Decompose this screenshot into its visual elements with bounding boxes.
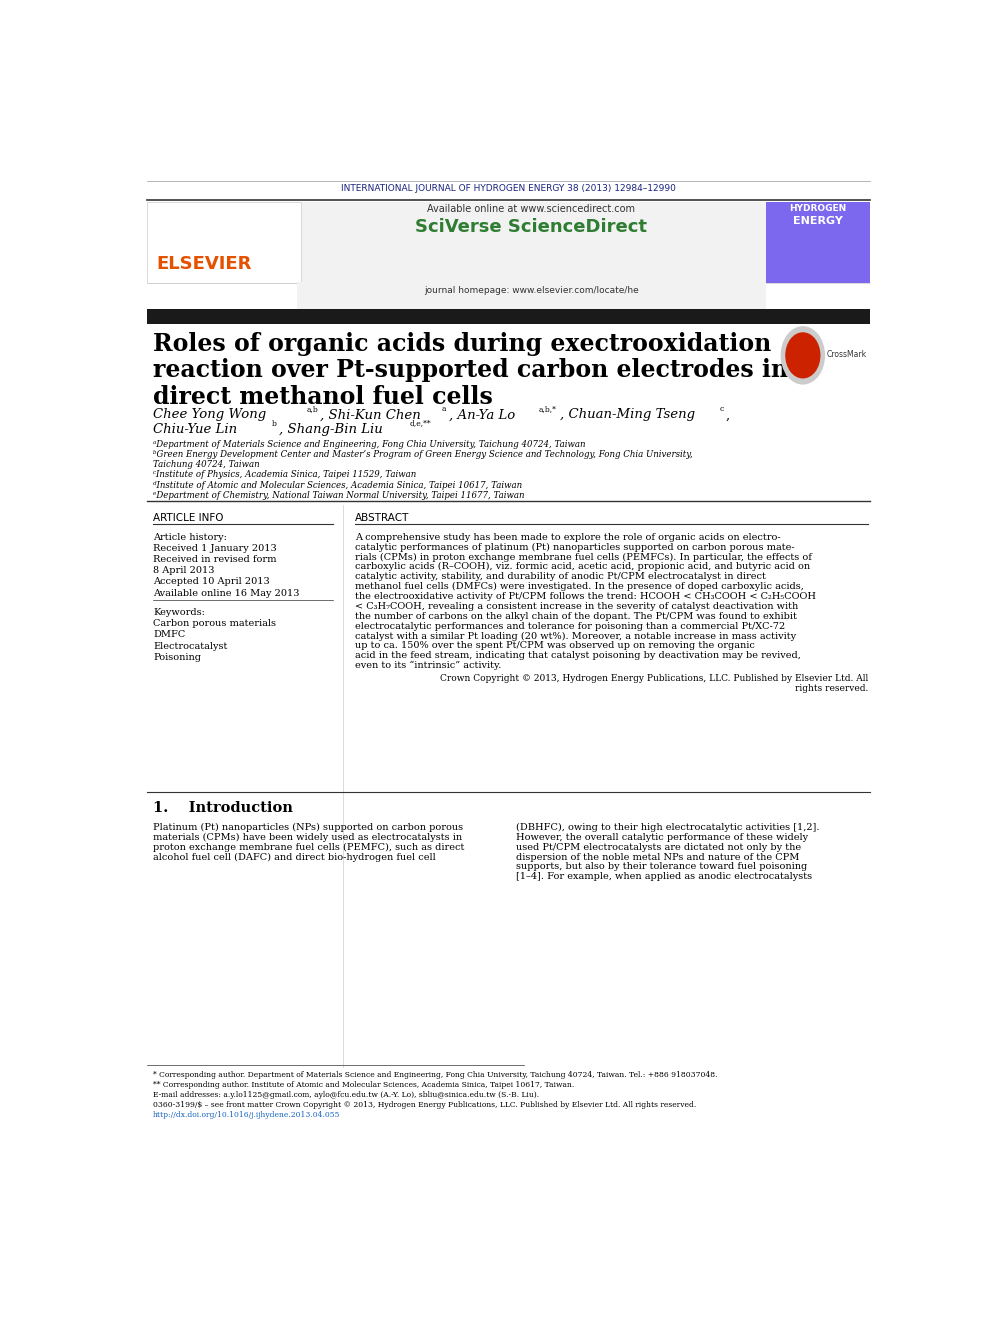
Text: direct methanol fuel cells: direct methanol fuel cells [153,385,493,409]
Text: a: a [441,405,446,413]
Text: 0360-3199/$ – see front matter Crown Copyright © 2013, Hydrogen Energy Publicati: 0360-3199/$ – see front matter Crown Cop… [153,1101,696,1109]
Text: Chiu-Yue Lin: Chiu-Yue Lin [153,422,237,435]
Text: Roles of organic acids during exectrooxidation: Roles of organic acids during exectrooxi… [153,332,772,356]
Text: , Shang-Bin Liu: , Shang-Bin Liu [280,422,383,435]
Text: (DBHFC), owing to their high electrocatalytic activities [1,2].: (DBHFC), owing to their high electrocata… [516,823,819,832]
Text: proton exchange membrane fuel cells (PEMFC), such as direct: proton exchange membrane fuel cells (PEM… [153,843,464,852]
Text: carboxylic acids (R–COOH), viz. formic acid, acetic acid, propionic acid, and bu: carboxylic acids (R–COOH), viz. formic a… [355,562,809,572]
Text: , Chuan-Ming Tseng: , Chuan-Ming Tseng [559,409,695,421]
Text: up to ca. 150% over the spent Pt/CPM was observed up on removing the organic: up to ca. 150% over the spent Pt/CPM was… [355,642,755,651]
Text: c: c [720,405,724,413]
Text: Available online at www.sciencedirect.com: Available online at www.sciencedirect.co… [428,204,636,213]
Text: supports, but also by their tolerance toward fuel poisoning: supports, but also by their tolerance to… [516,863,807,872]
Text: Electrocatalyst: Electrocatalyst [153,642,227,651]
Text: HYDROGEN: HYDROGEN [789,204,846,213]
Text: Taichung 40724, Taiwan: Taichung 40724, Taiwan [153,460,260,470]
Text: rials (CPMs) in proton exchange membrane fuel cells (PEMFCs). In particular, the: rials (CPMs) in proton exchange membrane… [355,553,811,561]
Text: Platinum (Pt) nanoparticles (NPs) supported on carbon porous: Platinum (Pt) nanoparticles (NPs) suppor… [153,823,463,832]
Text: Received in revised form: Received in revised form [153,556,277,564]
Text: rights reserved.: rights reserved. [795,684,868,693]
Text: , Shi-Kun Chen: , Shi-Kun Chen [320,409,421,421]
Text: Available online 16 May 2013: Available online 16 May 2013 [153,589,300,598]
Text: 8 April 2013: 8 April 2013 [153,566,214,576]
Text: used Pt/CPM electrocatalysts are dictated not only by the: used Pt/CPM electrocatalysts are dictate… [516,843,802,852]
Text: a,b: a,b [307,405,318,413]
Text: ᵃDepartment of Materials Science and Engineering, Fong Chia University, Taichung: ᵃDepartment of Materials Science and Eng… [153,441,585,448]
Text: ,: , [725,409,729,421]
Text: ᵈInstitute of Atomic and Molecular Sciences, Academia Sinica, Taipei 10617, Taiw: ᵈInstitute of Atomic and Molecular Scien… [153,480,523,490]
Text: ENERGY: ENERGY [793,216,842,226]
FancyBboxPatch shape [147,308,870,324]
Text: materials (CPMs) have been widely used as electrocatalysts in: materials (CPMs) have been widely used a… [153,833,462,841]
Text: electrocatalytic performances and tolerance for poisoning than a commercial Pt/X: electrocatalytic performances and tolera… [355,622,785,631]
Text: Carbon porous materials: Carbon porous materials [153,619,276,628]
Text: catalytic activity, stability, and durability of anodic Pt/CPM electrocatalyst i: catalytic activity, stability, and durab… [355,572,766,581]
Text: acid in the feed stream, indicating that catalyst poisoning by deactivation may : acid in the feed stream, indicating that… [355,651,801,660]
Text: SciVerse ScienceDirect: SciVerse ScienceDirect [416,218,648,235]
Text: even to its “intrinsic” activity.: even to its “intrinsic” activity. [355,662,501,671]
Text: INTERNATIONAL JOURNAL OF HYDROGEN ENERGY 38 (2013) 12984–12990: INTERNATIONAL JOURNAL OF HYDROGEN ENERGY… [341,184,676,193]
FancyBboxPatch shape [147,201,870,283]
Text: a,b,*: a,b,* [539,405,557,413]
Text: ** Corresponding author. Institute of Atomic and Molecular Sciences, Academia Si: ** Corresponding author. Institute of At… [153,1081,574,1089]
Text: DMFC: DMFC [153,631,186,639]
Text: However, the overall catalytic performance of these widely: However, the overall catalytic performan… [516,833,808,841]
Text: Chee Yong Wong: Chee Yong Wong [153,409,267,421]
Text: Accepted 10 April 2013: Accepted 10 April 2013 [153,577,270,586]
Text: E-mail addresses: a.y.lo1125@gmail.com, aylo@fcu.edu.tw (A.-Y. Lo), sbliu@sinica: E-mail addresses: a.y.lo1125@gmail.com, … [153,1091,540,1099]
Text: journal homepage: www.elsevier.com/locate/he: journal homepage: www.elsevier.com/locat… [425,286,639,295]
Text: ᵉDepartment of Chemistry, National Taiwan Normal University, Taipei 11677, Taiwa: ᵉDepartment of Chemistry, National Taiwa… [153,491,525,500]
FancyBboxPatch shape [147,201,301,283]
Text: [1–4]. For example, when applied as anodic electrocatalysts: [1–4]. For example, when applied as anod… [516,872,812,881]
Text: http://dx.doi.org/10.1016/j.ijhydene.2013.04.055: http://dx.doi.org/10.1016/j.ijhydene.201… [153,1111,340,1119]
Text: 1.    Introduction: 1. Introduction [153,800,293,815]
Circle shape [782,327,824,384]
Text: , An-Ya Lo: , An-Ya Lo [449,409,516,421]
Text: Poisoning: Poisoning [153,652,201,662]
Text: reaction over Pt-supported carbon electrodes in: reaction over Pt-supported carbon electr… [153,359,789,382]
Text: Article history:: Article history: [153,533,227,541]
Text: catalytic performances of platinum (Pt) nanoparticles supported on carbon porous: catalytic performances of platinum (Pt) … [355,542,795,552]
Text: the electrooxidative activity of Pt/CPM follows the trend: HCOOH < CH₃COOH < C₂H: the electrooxidative activity of Pt/CPM … [355,591,815,601]
Text: dispersion of the noble metal NPs and nature of the CPM: dispersion of the noble metal NPs and na… [516,852,800,861]
Text: ᶜInstitute of Physics, Academia Sinica, Taipei 11529, Taiwan: ᶜInstitute of Physics, Academia Sinica, … [153,471,417,479]
Text: the number of carbons on the alkyl chain of the dopant. The Pt/CPM was found to : the number of carbons on the alkyl chain… [355,611,797,620]
Text: methanol fuel cells (DMFCs) were investigated. In the presence of doped carboxyl: methanol fuel cells (DMFCs) were investi… [355,582,804,591]
Text: * Corresponding author. Department of Materials Science and Engineering, Fong Ch: * Corresponding author. Department of Ma… [153,1070,718,1078]
Text: Keywords:: Keywords: [153,609,205,617]
Text: Received 1 January 2013: Received 1 January 2013 [153,544,277,553]
FancyBboxPatch shape [766,201,870,283]
Text: Crown Copyright © 2013, Hydrogen Energy Publications, LLC. Published by Elsevier: Crown Copyright © 2013, Hydrogen Energy … [439,673,868,683]
Text: CrossMark: CrossMark [826,351,867,360]
Text: ABSTRACT: ABSTRACT [355,513,409,524]
Text: d,e,**: d,e,** [410,419,432,427]
Text: catalyst with a similar Pt loading (20 wt%). Moreover, a notable increase in mas: catalyst with a similar Pt loading (20 w… [355,631,796,640]
Text: < C₃H₇COOH, revealing a consistent increase in the severity of catalyst deactiva: < C₃H₇COOH, revealing a consistent incre… [355,602,798,611]
Text: ARTICLE INFO: ARTICLE INFO [153,513,224,524]
Text: alcohol fuel cell (DAFC) and direct bio-hydrogen fuel cell: alcohol fuel cell (DAFC) and direct bio-… [153,852,435,861]
Text: A comprehensive study has been made to explore the role of organic acids on elec: A comprehensive study has been made to e… [355,533,781,541]
Text: ELSEVIER: ELSEVIER [157,254,252,273]
Text: ᵇGreen Energy Development Center and Master’s Program of Green Energy Science an: ᵇGreen Energy Development Center and Mas… [153,450,693,459]
Text: b: b [272,419,277,427]
FancyBboxPatch shape [297,282,766,308]
Circle shape [786,333,819,378]
